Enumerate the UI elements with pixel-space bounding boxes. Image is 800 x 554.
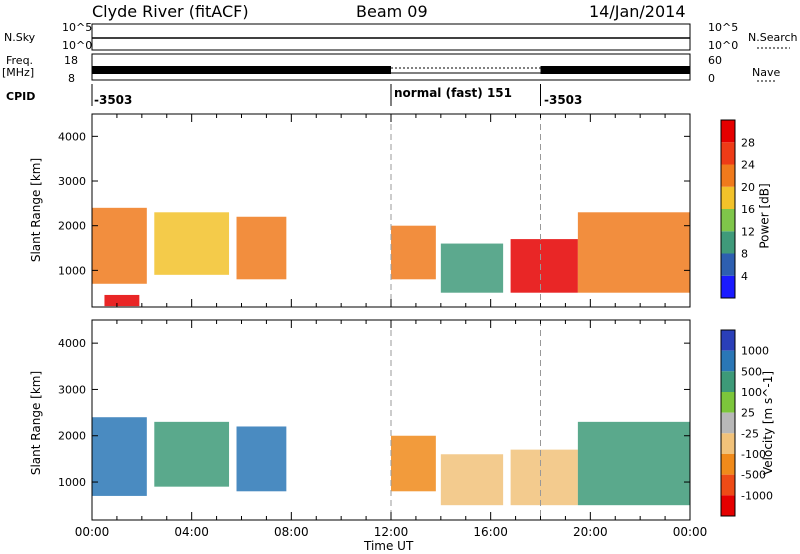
colorbar-segment [721, 350, 735, 372]
colorbar-segment [721, 253, 735, 276]
colorbar-segment [721, 392, 735, 413]
beam-title: Beam 09 [356, 2, 428, 21]
freq-label: Freq. [6, 54, 34, 67]
colorbar-tick-label: -100 [741, 448, 766, 461]
date-title: 14/Jan/2014 [589, 2, 686, 21]
x-tick-label: 04:00 [174, 525, 209, 539]
x-tick-label: 00:00 [673, 525, 708, 539]
colorbar-tick-label: 16 [741, 203, 755, 216]
colorbar-tick-label: 25 [741, 407, 755, 420]
y-tick-label: 1000 [58, 264, 86, 277]
colorbar-tick-label: 4 [741, 270, 748, 283]
cpid-segment-label: -3503 [94, 93, 133, 107]
colorbar-segment [721, 454, 735, 475]
nsky-strip-frame [91, 23, 691, 51]
scatter-region [510, 239, 578, 293]
colorbar-tick-label: 100 [741, 386, 762, 399]
scatter-region [92, 207, 147, 284]
x-axis-title: Time UT [364, 539, 414, 553]
colorbar-segment [721, 275, 735, 298]
x-tick-label: 08:00 [274, 525, 309, 539]
colorbar-tick-label: 20 [741, 181, 755, 194]
freq-band [540, 66, 690, 74]
colorbar-segment [721, 330, 735, 351]
colorbar-tick-label: -500 [741, 469, 766, 482]
nsky-tick-top: 10^5 [62, 21, 93, 34]
colorbar-segment [721, 433, 735, 454]
freq-band [92, 66, 391, 74]
colorbar-segment [721, 120, 735, 143]
colorbar-segment [721, 142, 735, 165]
y-tick-label: 2000 [58, 220, 86, 233]
colorbar-segment [721, 371, 735, 392]
nave-label: Nave [752, 66, 781, 79]
nave-tick-top: 60 [708, 54, 722, 67]
y-tick-label: 3000 [58, 175, 86, 188]
nsearch-tick-bottom: 10^0 [708, 39, 739, 52]
colorbar-frame [720, 329, 736, 517]
cpid-label: CPID [6, 90, 36, 103]
freq-tick-bottom: 8 [68, 72, 75, 85]
colorbar-segment [721, 164, 735, 187]
colorbar-segment [721, 209, 735, 232]
scatter-region [391, 225, 436, 280]
colorbar-tick-label: -25 [741, 427, 759, 440]
colorbar-segment [721, 231, 735, 254]
nsearch-tick-top: 10^5 [708, 21, 739, 34]
cpid-segment-label: -3503 [544, 93, 583, 107]
x-tick-label: 12:00 [374, 525, 409, 539]
nsky-label: N.Sky [4, 31, 36, 44]
scatter-region [104, 294, 140, 307]
scatter-region [577, 421, 690, 506]
x-tick-label: 16:00 [473, 525, 508, 539]
colorbar-tick-label: -1000 [741, 489, 773, 502]
scatter-region [154, 421, 230, 487]
scatter-region [577, 212, 690, 293]
x-tick-label: 20:00 [573, 525, 608, 539]
colorbar-segment [721, 186, 735, 209]
scatter-region [510, 449, 578, 506]
y-tick-label: 3000 [58, 383, 86, 396]
nave-tick-bottom: 0 [708, 72, 715, 85]
y-tick-label: 1000 [58, 476, 86, 489]
freq-unit: [MHz] [2, 66, 35, 79]
nsky-tick-bottom: 10^0 [62, 39, 93, 52]
x-tick-label: 00:00 [75, 525, 110, 539]
scatter-region [440, 243, 504, 293]
colorbar-tick-label: 28 [741, 136, 755, 149]
y-tick-label: 2000 [58, 430, 86, 443]
colorbar-tick-label: 8 [741, 248, 748, 261]
station-title: Clyde River (fitACF) [92, 2, 249, 21]
colorbar-tick-label: 24 [741, 159, 755, 172]
scatter-region [391, 435, 436, 492]
scatter-region [92, 417, 147, 496]
colorbar-frame [720, 119, 736, 299]
nsearch-label: N.Search [748, 31, 798, 44]
colorbar-segment [721, 474, 735, 496]
colorbar-tick-label: 1000 [741, 345, 769, 358]
y-tick-label: 4000 [58, 337, 86, 350]
cpid-segment-label: normal (fast) 151 [394, 86, 512, 100]
scatter-region [440, 454, 504, 506]
scatter-region [154, 212, 230, 275]
freq-tick-top: 18 [64, 54, 78, 67]
y-tick-label: 4000 [58, 130, 86, 143]
scatter-region [236, 216, 287, 280]
colorbar-tick-label: 12 [741, 225, 755, 238]
colorbar-tick-label: 500 [741, 365, 762, 378]
colorbar-segment [721, 495, 735, 516]
scatter-region [236, 426, 287, 492]
colorbar-segment [721, 412, 735, 434]
